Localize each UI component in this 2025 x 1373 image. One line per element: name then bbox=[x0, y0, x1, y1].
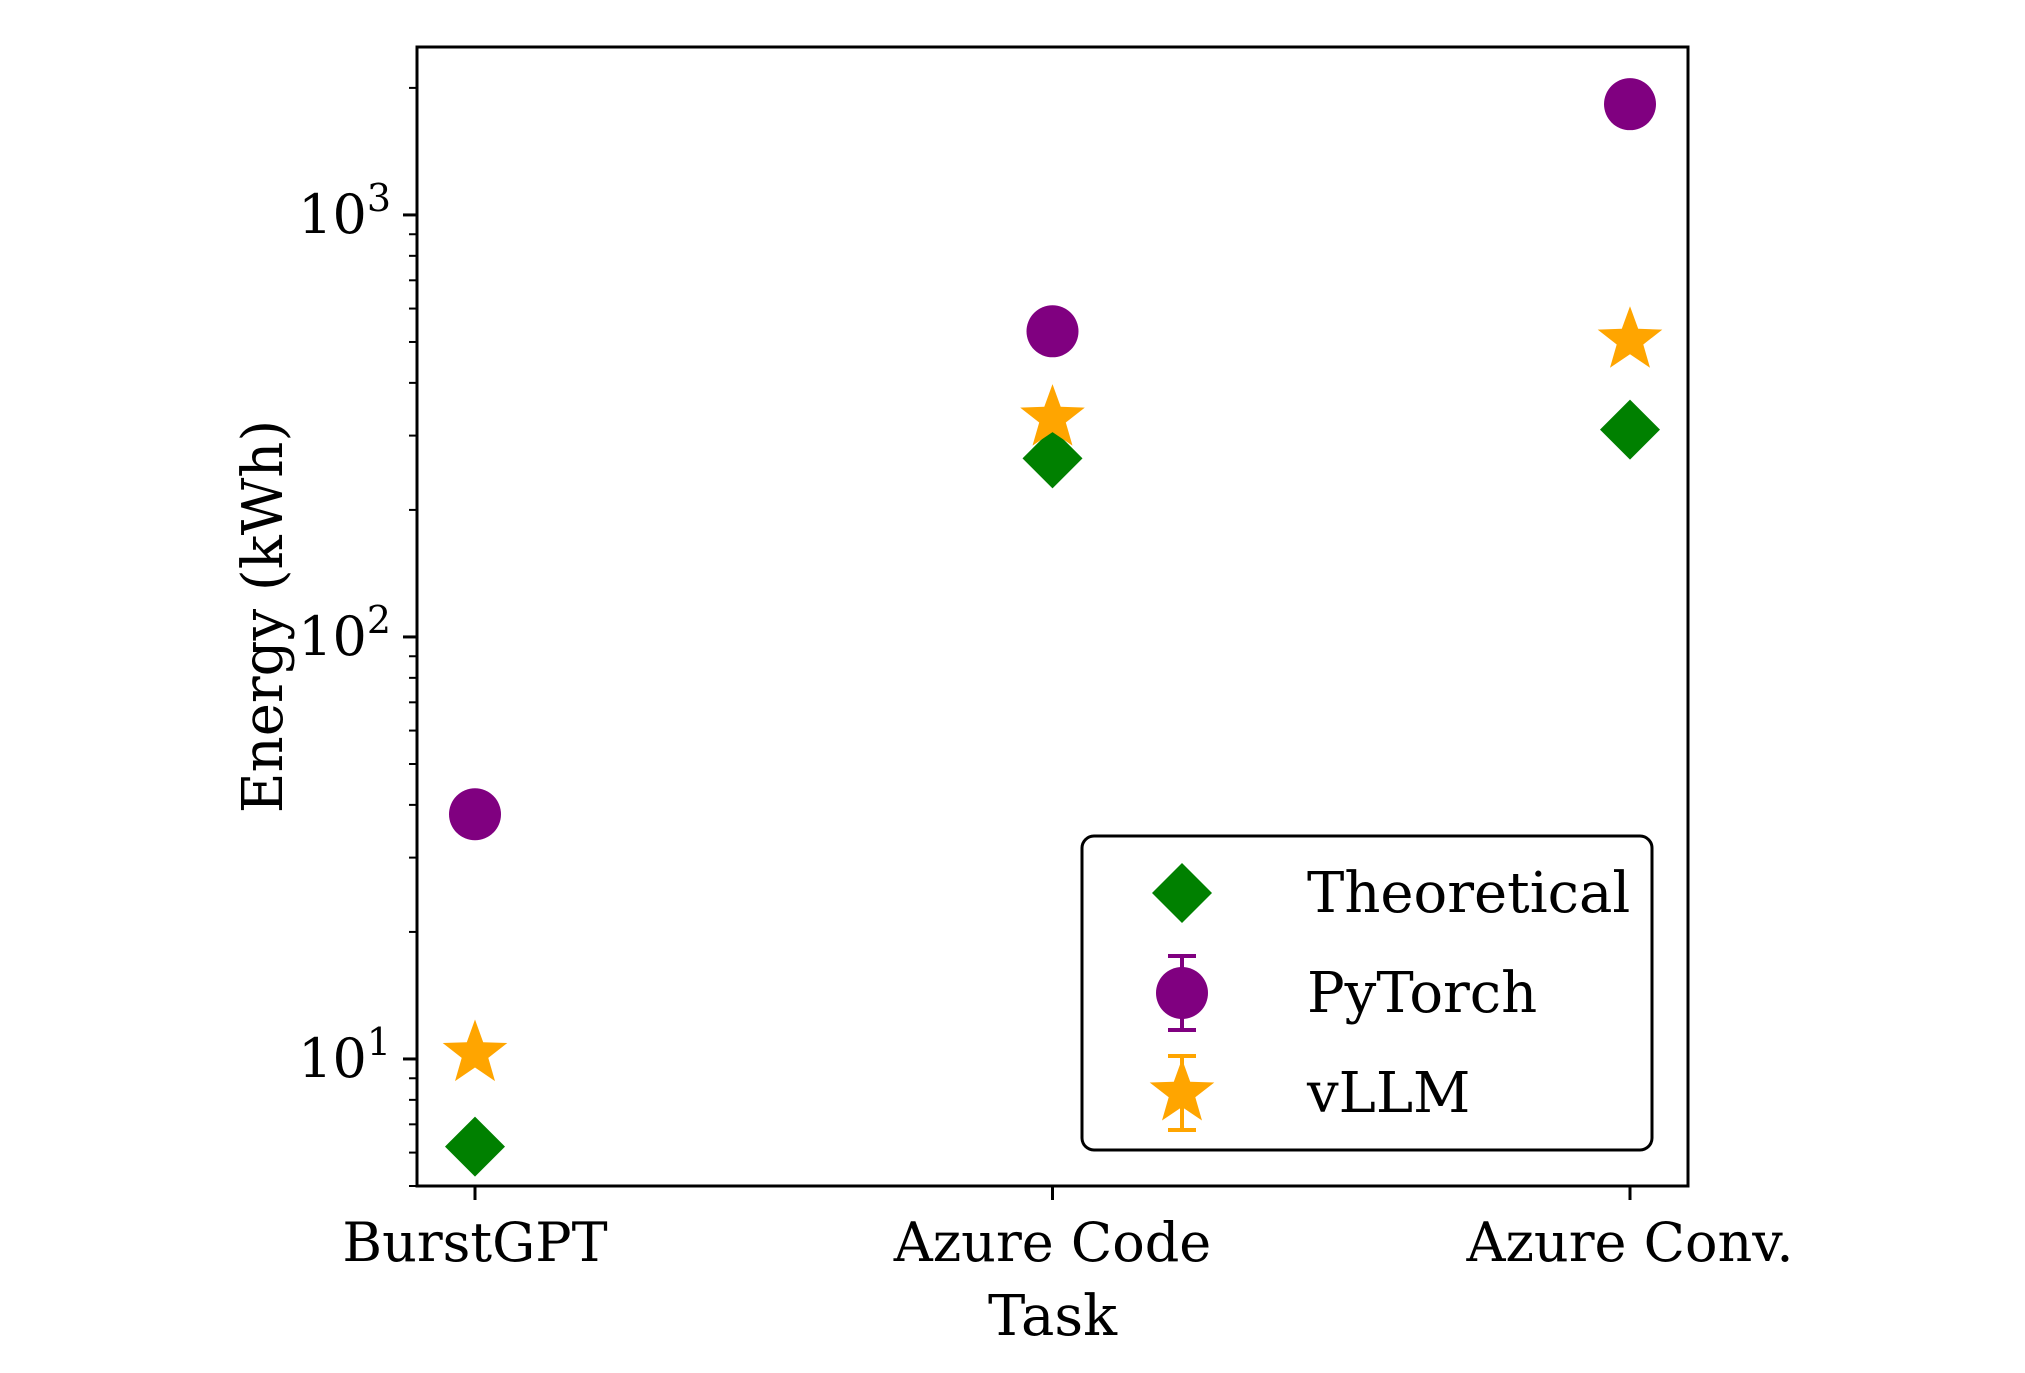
x-tick-label: BurstGPT bbox=[342, 1211, 607, 1274]
plot-frame bbox=[415, 45, 1690, 1188]
vllm-point bbox=[1597, 306, 1663, 368]
pytorch-legend-marker bbox=[1156, 967, 1208, 1019]
theoretical-point bbox=[1600, 399, 1660, 460]
y-axis-label: Energy (kWh) bbox=[231, 420, 296, 813]
theoretical-point bbox=[445, 1116, 505, 1177]
vllm-legend-marker bbox=[1149, 1059, 1215, 1121]
vllm-point bbox=[442, 1019, 508, 1082]
pytorch-point bbox=[1026, 305, 1079, 358]
marks-layer bbox=[442, 78, 1663, 1177]
legend-label-pytorch: PyTorch bbox=[1307, 961, 1537, 1026]
legend-label-vllm: vLLM bbox=[1306, 1061, 1470, 1126]
x-axis-label: Task bbox=[988, 1284, 1118, 1349]
legend-box bbox=[1080, 834, 1654, 1152]
x-tick-label: Azure Conv. bbox=[1465, 1211, 1793, 1274]
legend: Theoretical PyTorch vLLM bbox=[1080, 834, 1654, 1152]
vllm-point bbox=[1020, 384, 1085, 446]
ticks-layer: BurstGPT Azure Code Azure Conv. 101 102 103 bbox=[298, 86, 1794, 1274]
y-tick-label: 101 bbox=[298, 1020, 391, 1090]
theoretical-legend-marker bbox=[1152, 863, 1212, 923]
x-tick-label: Azure Code bbox=[893, 1211, 1212, 1274]
legend-label-theoretical: Theoretical bbox=[1307, 861, 1630, 926]
y-tick-label: 103 bbox=[298, 176, 391, 246]
theoretical-point bbox=[1022, 428, 1083, 489]
pytorch-point bbox=[449, 788, 501, 841]
y-tick-label: 102 bbox=[298, 598, 391, 668]
pytorch-point bbox=[1604, 78, 1656, 131]
